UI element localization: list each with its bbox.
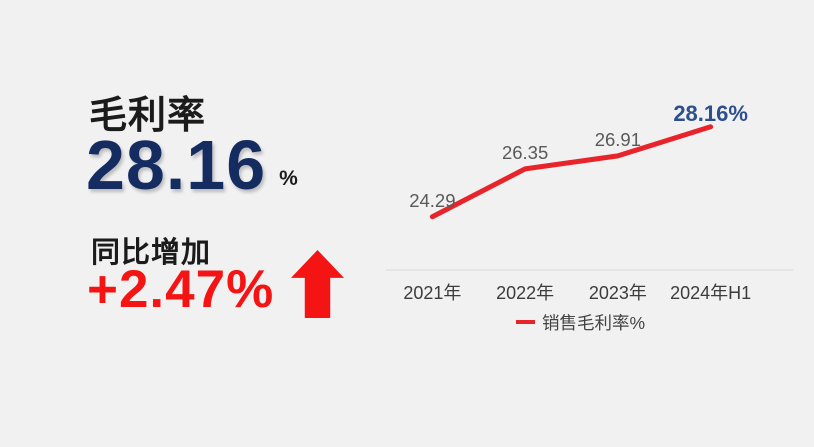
x-axis-label: 2022年: [496, 283, 554, 303]
data-label: 24.29: [409, 190, 455, 211]
data-label: 26.35: [502, 142, 548, 163]
kpi-change-label: 同比增加: [91, 237, 212, 269]
x-axis-label: 2021年: [403, 283, 461, 303]
kpi-change-value: +2.47%: [87, 260, 275, 319]
data-label: 26.91: [595, 129, 641, 150]
x-axis-label: 2023年: [589, 283, 647, 303]
kpi-change-row: +2.47%: [87, 263, 274, 316]
kpi-title: 毛利率: [89, 95, 207, 137]
kpi-value-row: 28.16 %: [86, 130, 298, 200]
kpi-unit: %: [279, 167, 298, 190]
legend-label: 销售毛利率%: [542, 313, 645, 333]
x-axis-label: 2024年H1: [670, 283, 751, 303]
data-label-highlighted: 28.16%: [673, 101, 748, 126]
kpi-main-value: 28.16: [86, 126, 267, 204]
series-line: [429, 124, 714, 220]
